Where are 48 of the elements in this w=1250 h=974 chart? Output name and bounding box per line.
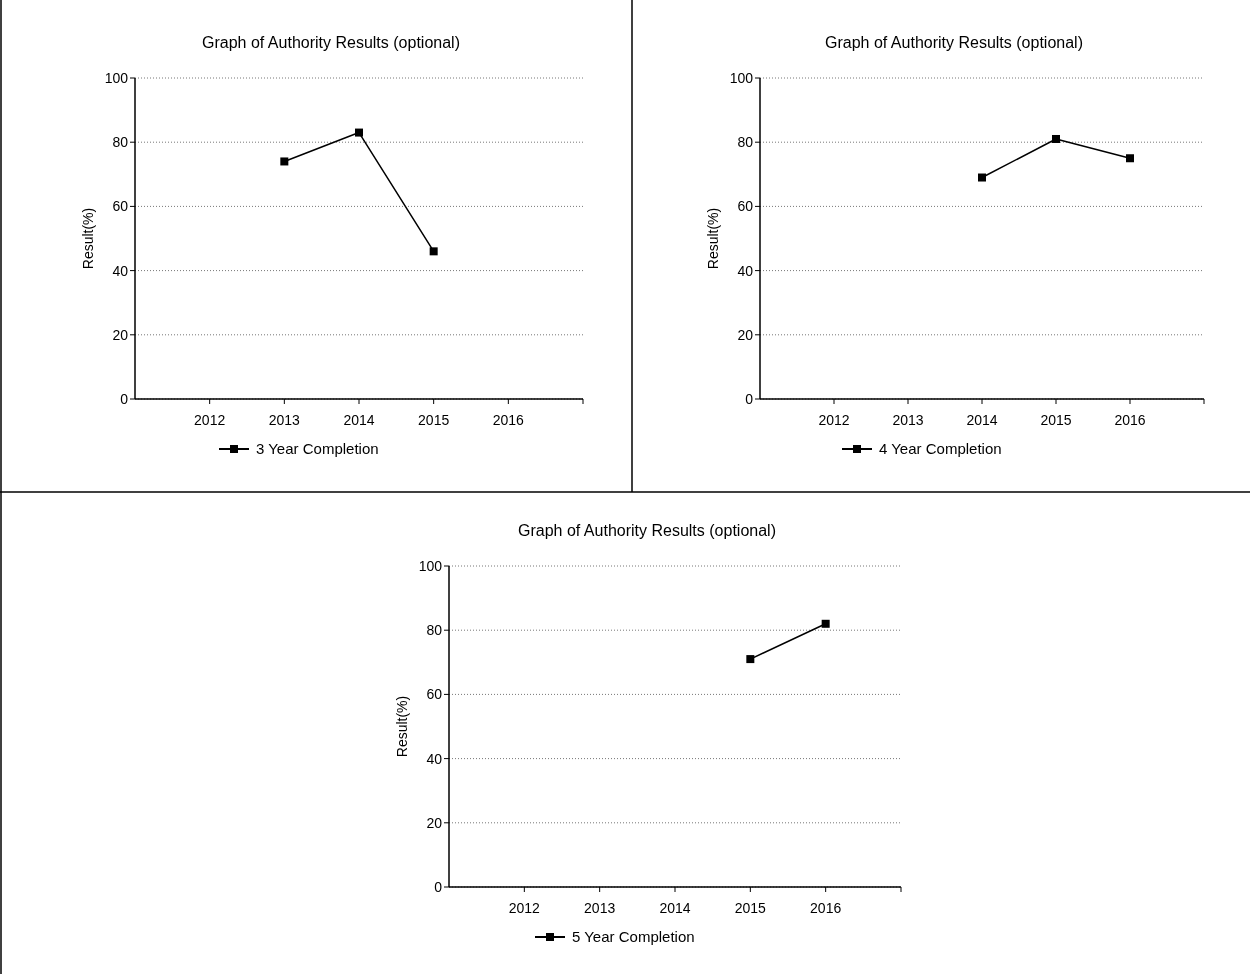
- y-tick-label: 100: [729, 69, 754, 86]
- point: [1126, 154, 1134, 163]
- x-tick-label: 2012: [194, 412, 226, 428]
- legend-label: 3 Year Completion: [256, 440, 379, 458]
- y-tick-label: 80: [112, 134, 129, 151]
- point: [1052, 134, 1060, 143]
- x-tick-label: 2014: [343, 412, 375, 428]
- y-axis-title: Result(%): [80, 207, 96, 270]
- y-tick-label: 0: [745, 390, 754, 407]
- x-tick-label: 2014: [966, 412, 998, 428]
- y-tick-label: 60: [112, 198, 129, 215]
- y-tick-label: 100: [418, 557, 443, 574]
- x-tick-label: 2013: [892, 412, 924, 428]
- point: [355, 128, 363, 137]
- point: [429, 247, 438, 256]
- point: [978, 173, 986, 182]
- y-tick-label: 60: [426, 686, 443, 703]
- y-tick-label: 80: [737, 134, 754, 151]
- x-tick-label: 2012: [508, 900, 541, 916]
- y-tick-label: 100: [104, 69, 129, 86]
- y-axis-title: Result(%): [705, 207, 721, 270]
- y-tick-label: 0: [434, 878, 443, 895]
- x-tick-label: 2014: [659, 900, 691, 916]
- x-tick-label: 2016: [492, 412, 525, 428]
- x-tick-label: 2015: [734, 900, 767, 916]
- point: [280, 157, 289, 166]
- chart-title: Graph of Authority Results (optional): [825, 34, 1083, 51]
- y-tick-label: 80: [426, 622, 443, 639]
- y-tick-label: 60: [737, 198, 754, 215]
- y-tick-label: 20: [112, 326, 129, 343]
- x-tick-label: 2012: [818, 412, 850, 428]
- x-tick-label: 2016: [810, 900, 842, 916]
- y-tick-label: 40: [426, 750, 443, 767]
- legend-label: 4 Year Completion: [879, 440, 1002, 458]
- x-tick-label: 2015: [418, 412, 450, 428]
- y-tick-label: 20: [426, 814, 443, 831]
- y-tick-label: 20: [737, 326, 754, 343]
- chart-title: Graph of Authority Results (optional): [518, 522, 776, 539]
- x-tick-label: 2013: [584, 900, 616, 916]
- legend-label: 5 Year Completion: [572, 928, 695, 946]
- y-tick-label: 40: [737, 262, 754, 279]
- x-tick-label: 2016: [1114, 412, 1146, 428]
- x-tick-label: 2013: [268, 412, 301, 428]
- y-axis-title: Result(%): [394, 695, 410, 758]
- chart-title: Graph of Authority Results (optional): [202, 34, 460, 51]
- y-tick-label: 40: [112, 262, 129, 279]
- x-tick-label: 2015: [1040, 412, 1072, 428]
- y-tick-label: 0: [120, 390, 129, 407]
